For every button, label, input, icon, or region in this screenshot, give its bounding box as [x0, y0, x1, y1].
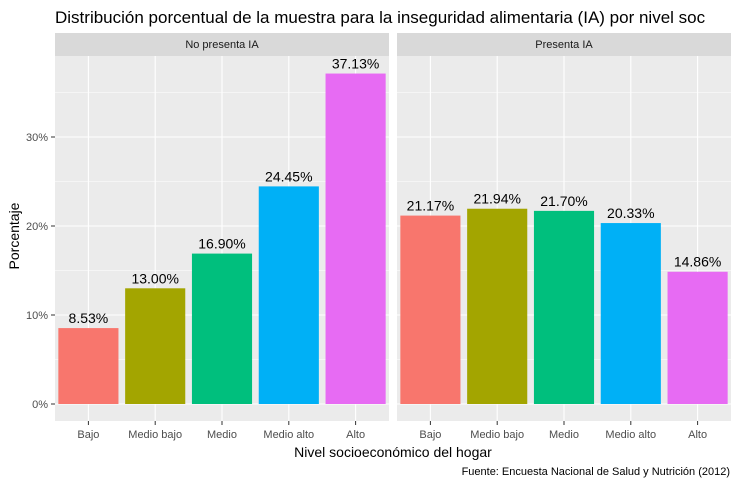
bar-value-label: 16.90%	[198, 236, 245, 252]
x-tick-label: Medio alto	[605, 429, 656, 441]
bar-4	[258, 186, 319, 404]
x-tick-label: Alto	[346, 429, 365, 441]
y-axis: 0% 10% 20% 30%	[26, 132, 55, 411]
bar-1	[58, 328, 119, 404]
bar-3	[191, 253, 253, 404]
x-axis-label: Nivel socioeconómico del hogar	[294, 444, 492, 460]
facet-panel-1: No presenta IA 8.53% Bajo 13.00% Medio bajo 1…	[55, 33, 389, 441]
bar-1	[400, 215, 461, 404]
x-tick-label: Medio bajo	[470, 429, 524, 441]
x-tick-label: Bajo	[419, 429, 441, 441]
facet-strip	[397, 33, 731, 56]
bar-value-label: 20.33%	[607, 205, 654, 221]
x-tick-label: Medio bajo	[128, 429, 182, 441]
bar-value-label: 21.17%	[407, 198, 454, 214]
y-tick-label: 30%	[26, 132, 48, 144]
bar-value-label: 21.94%	[473, 191, 520, 207]
facet-panels: No presenta IA 8.53% Bajo 13.00% Medio bajo 1…	[55, 33, 731, 441]
facet-strip	[55, 33, 389, 56]
y-axis-label: Porcentaje	[6, 202, 22, 269]
bar-value-label: 24.45%	[265, 168, 312, 184]
chart-caption: Fuente: Encuesta Nacional de Salud y Nut…	[462, 466, 730, 478]
bar-4	[600, 223, 661, 404]
bar-3	[533, 210, 595, 404]
x-tick-label: Alto	[688, 429, 707, 441]
bar-5	[667, 271, 728, 404]
bar-value-label: 21.70%	[540, 193, 587, 209]
chart-title: Distribución porcentual de la muestra pa…	[55, 8, 706, 27]
facet-panel-2: Presenta IA 21.17% Bajo 21.94% Medio bajo 21.…	[397, 33, 731, 441]
facet-strip-label: No presenta IA	[185, 39, 259, 51]
bar-2	[467, 208, 528, 404]
x-tick-label: Medio	[549, 429, 579, 441]
bar-2	[125, 288, 186, 404]
facet-strip-label: Presenta IA	[535, 39, 593, 51]
bar-value-label: 14.86%	[674, 254, 721, 270]
y-tick-label: 0%	[32, 399, 48, 411]
bar-value-label: 13.00%	[131, 270, 178, 286]
x-tick-label: Medio alto	[263, 429, 314, 441]
bar-value-label: 37.13%	[332, 56, 379, 72]
bar-value-label: 8.53%	[69, 310, 109, 326]
x-tick-label: Bajo	[77, 429, 99, 441]
y-tick-label: 10%	[26, 310, 48, 322]
y-tick-label: 20%	[26, 221, 48, 233]
bar-5	[325, 73, 386, 404]
x-tick-label: Medio	[207, 429, 237, 441]
